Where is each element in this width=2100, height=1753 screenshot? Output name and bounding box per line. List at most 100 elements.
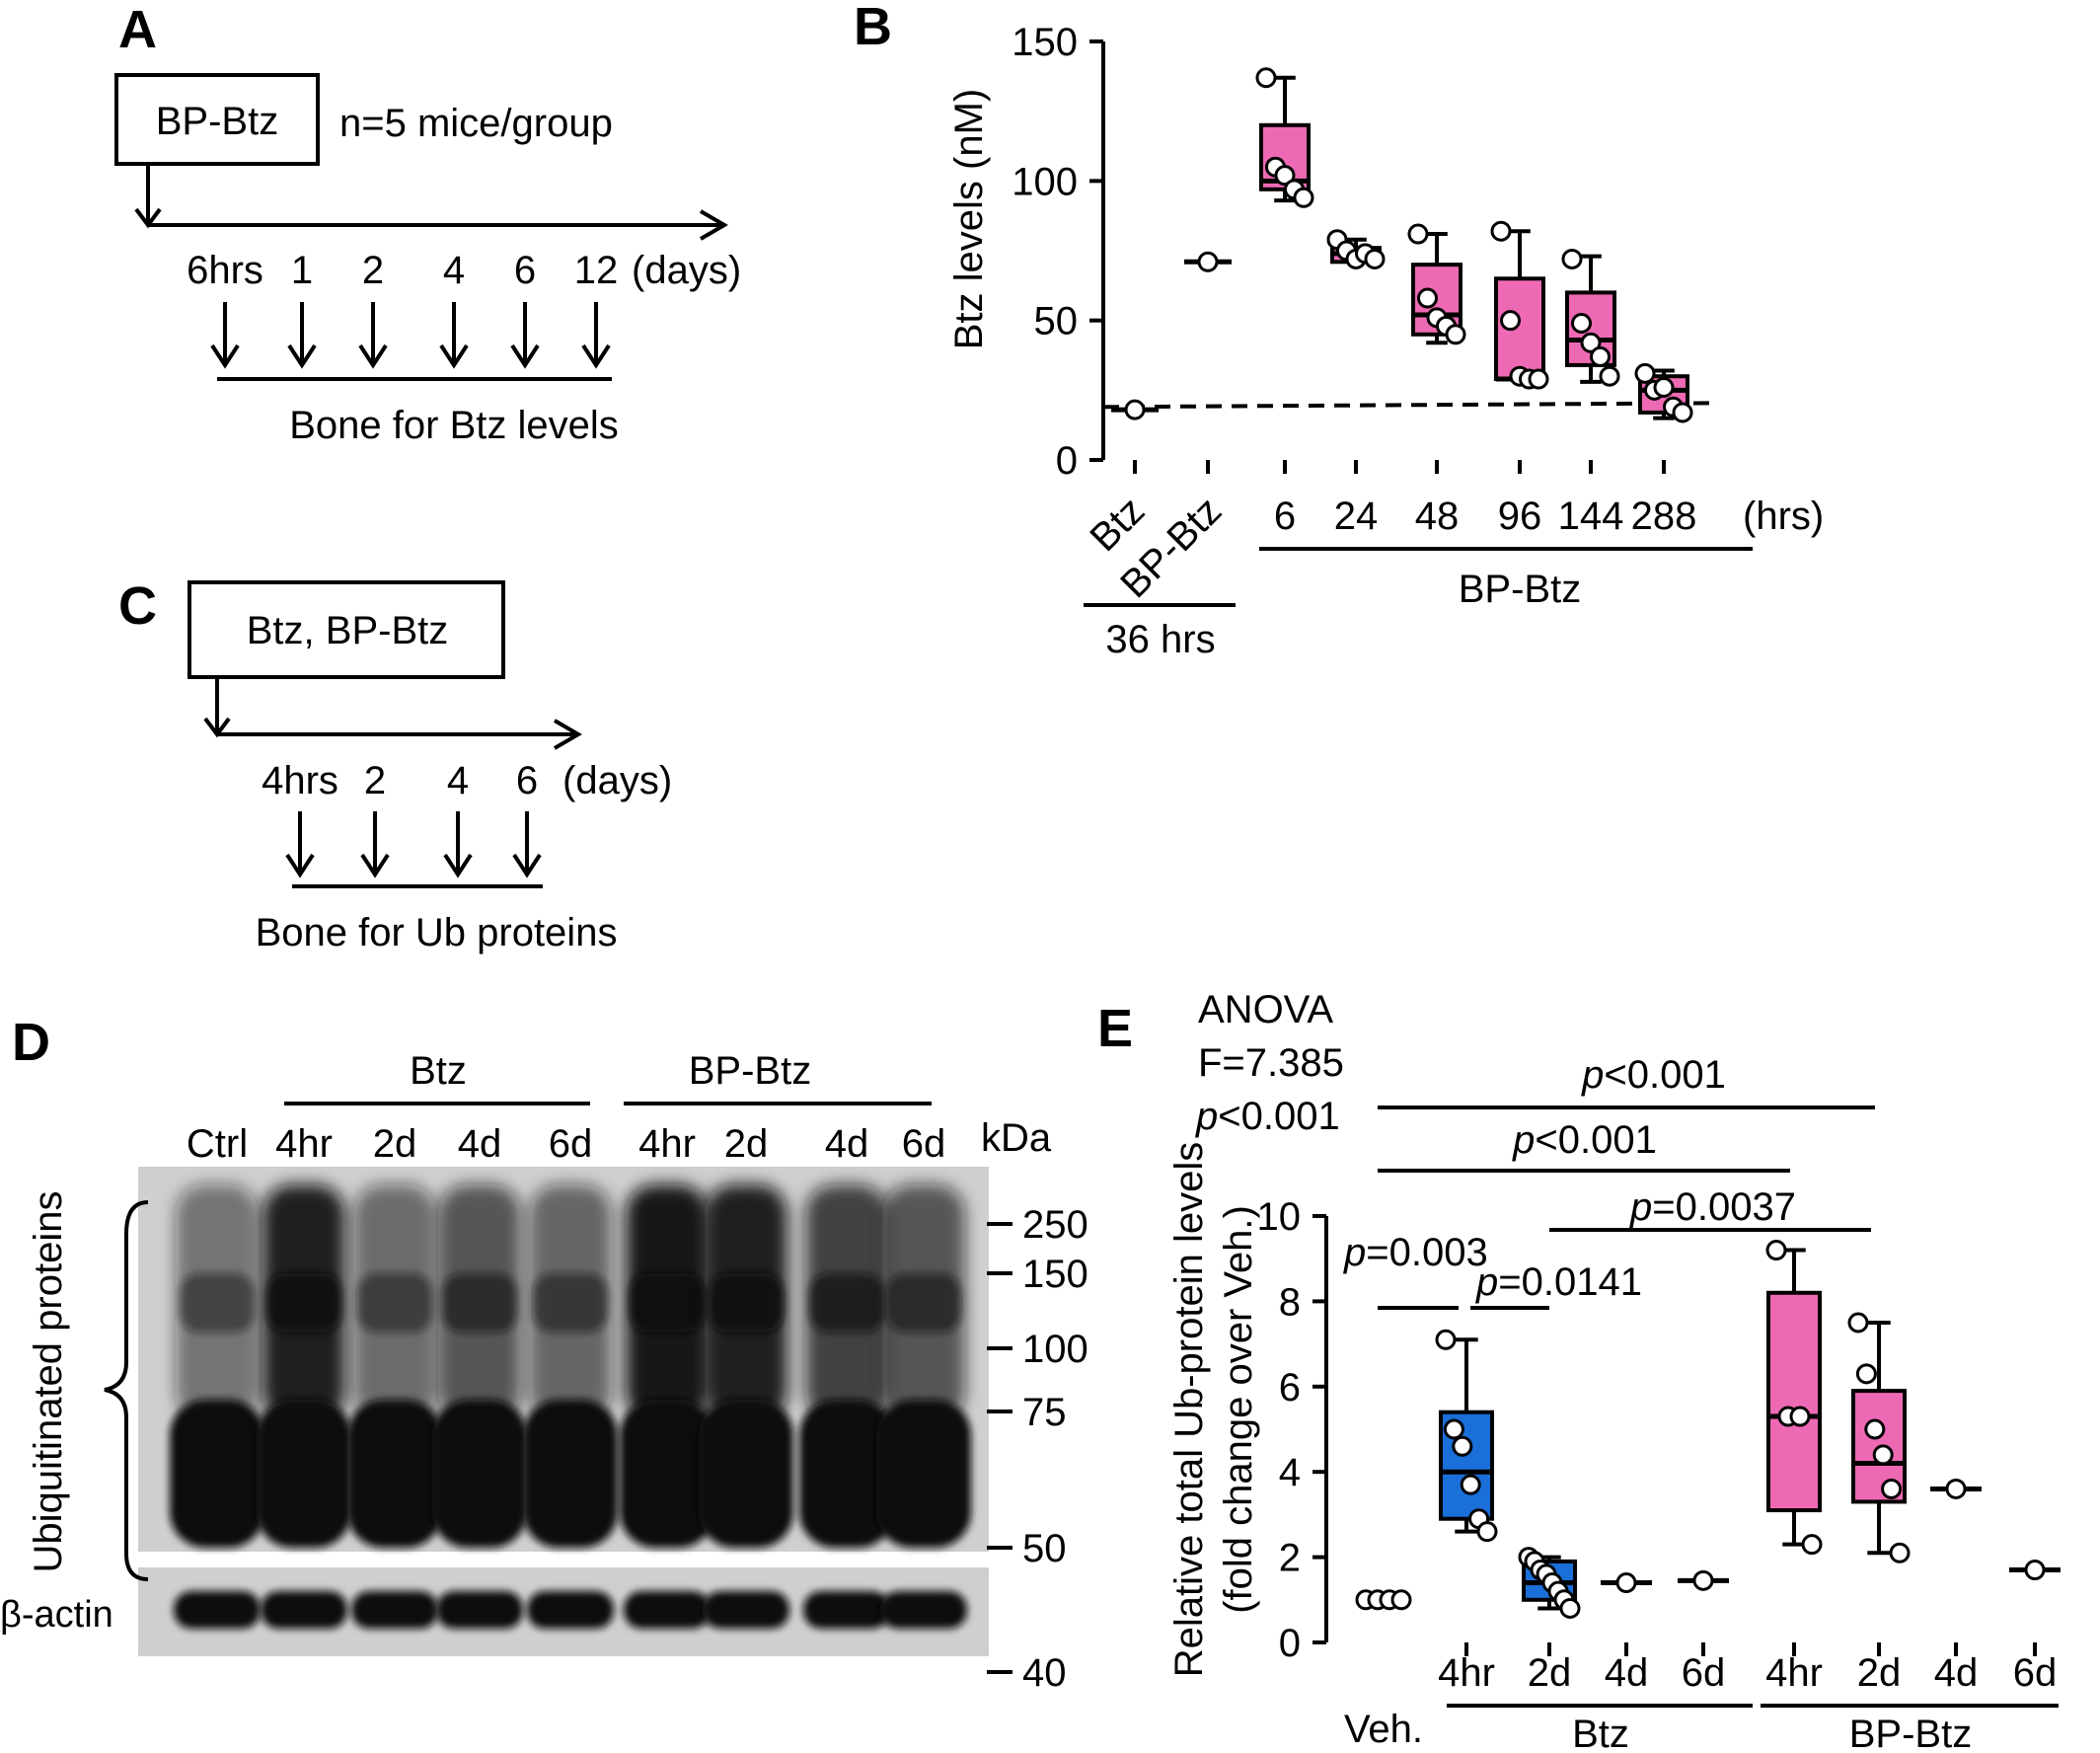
sig-p-value: =0.0037 [1652, 1185, 1796, 1229]
panel-c-footer: Bone for Ub proteins [256, 911, 618, 954]
panel-b-xlabel: 96 [1498, 495, 1542, 538]
ub-band-50 [523, 1400, 618, 1548]
anova-f: F=7.385 [1198, 1041, 1344, 1085]
panel-c: Btz, BP-Btz 4hrs 2 4 6 (days) Bone for Ub p… [188, 580, 672, 954]
panel-e-point [2024, 1560, 2046, 1581]
panel-e-point [1452, 1435, 1473, 1457]
panel-b-point [1580, 332, 1602, 353]
panel-e-point [1872, 1444, 1894, 1466]
ub-band-100 [357, 1273, 432, 1333]
sig-p-symbol: p [1475, 1260, 1498, 1304]
panel-b-ytick-label: 0 [1056, 439, 1078, 483]
sig-label-4hr-2d: p=0.0141 [1475, 1260, 1642, 1304]
panel-a-group-note: n=5 mice/group [339, 102, 613, 145]
sig-label-veh-6d: p<0.001 [1512, 1118, 1657, 1162]
panel-b-point [1590, 345, 1611, 367]
ub-band-50 [699, 1400, 793, 1548]
kda-value: 150 [1022, 1253, 1088, 1296]
blot-lane-label: 4hr [638, 1122, 696, 1166]
panel-b-point [1490, 220, 1512, 242]
panel-e-xlabel: 4d [1605, 1651, 1649, 1695]
panel-d-group-bpbtz: BP-Btz [689, 1049, 811, 1093]
panel-e-xlabel: 4d [1934, 1651, 1979, 1695]
panel-label-d: D [12, 1013, 50, 1072]
ub-band-50 [432, 1400, 527, 1548]
ub-band-50 [170, 1400, 264, 1548]
kda-value: 100 [1022, 1328, 1088, 1371]
panel-e-point [1460, 1474, 1481, 1495]
actin-bands [174, 1591, 967, 1629]
panel-c-box-label: Btz, BP-Btz [247, 609, 449, 652]
panel-a-box [114, 73, 320, 166]
panel-e-point [1435, 1329, 1457, 1350]
panel-c-unit: (days) [562, 759, 672, 802]
panel-e-chart: ANOVA F=7.385 p<0.001 Relative total Ub-… [1167, 988, 2061, 1753]
panel-d: Btz BP-Btz Ctrl 4hr 2d 4d 6d 4hr 2d 4d 6d kDa 25… [0, 1049, 1088, 1695]
panel-e-point [1847, 1312, 1869, 1334]
panel-a-timepoint: 12 [574, 249, 619, 292]
panel-b-point [1197, 251, 1219, 272]
panel-e-group-bpbtz: BP-Btz [1849, 1713, 1972, 1753]
panel-a-arrowhead [210, 343, 240, 369]
panel-e-point [1881, 1478, 1903, 1499]
sig-p-value: =0.003 [1366, 1231, 1487, 1274]
panel-e-xlabels: 4hr 2d 4d 6d 4hr 2d 4d 6d [1438, 1651, 2057, 1695]
ub-band-100 [442, 1273, 517, 1333]
panel-b-ytick-label: 50 [1034, 300, 1079, 343]
anova-p: p<0.001 [1195, 1095, 1340, 1138]
ub-band-100 [630, 1273, 705, 1333]
ub-label: Ubiquitinated proteins [27, 1191, 70, 1573]
ub-blot-lanes [170, 1184, 971, 1548]
panel-e-point [1692, 1569, 1714, 1591]
panel-e-ytick-label: 2 [1279, 1537, 1301, 1580]
panel-e-boxes [1355, 1240, 2061, 1619]
panel-e-box [1766, 1290, 1822, 1513]
panel-a-timepoint: 6 [514, 249, 536, 292]
ub-band-100 [180, 1273, 255, 1333]
ub-band-50 [257, 1400, 351, 1548]
panel-e-ylabel-2: (fold change over Veh.) [1217, 1205, 1260, 1614]
panel-e-point [1789, 1406, 1811, 1427]
sig-label-veh-4hr: p=0.003 [1343, 1231, 1488, 1274]
blot-lane-label: 4d [458, 1122, 502, 1166]
panel-d-group-btz: Btz [410, 1049, 467, 1093]
ub-band-50 [799, 1400, 894, 1548]
panel-e-ytick-label: 0 [1279, 1622, 1301, 1665]
panel-label-c: C [118, 576, 157, 636]
sig-p-symbol: p [1581, 1053, 1604, 1097]
blot-lane-label: 6d [902, 1122, 946, 1166]
panel-a-arrowhead [287, 343, 317, 369]
panel-label-a: A [118, 0, 157, 59]
panel-e-point [1801, 1534, 1823, 1556]
ub-bracket [104, 1200, 149, 1581]
ub-band-100 [709, 1273, 784, 1333]
actin-band [880, 1591, 967, 1629]
panel-c-arrowhead [443, 853, 473, 878]
actin-band [803, 1591, 890, 1629]
panel-e-ytick-label: 6 [1279, 1366, 1301, 1410]
panel-b-point [1274, 165, 1296, 187]
actin-label: β-actin [0, 1594, 113, 1636]
panel-e-ytick-label: 4 [1279, 1451, 1301, 1494]
ub-band-100 [886, 1273, 961, 1333]
panel-c-timepoint: 4hrs [262, 759, 338, 802]
panel-d-lane-labels: Ctrl 4hr 2d 4d 6d 4hr 2d 4d 6d [187, 1122, 945, 1166]
panel-e-point [1390, 1589, 1412, 1611]
sig-p-symbol: p [1512, 1118, 1535, 1162]
panel-e-xlabel: 2d [1857, 1651, 1902, 1695]
panel-a-timepoint: 6hrs [187, 249, 263, 292]
panel-b-group-36: 36 hrs [1105, 618, 1215, 661]
actin-band [436, 1591, 523, 1629]
sig-p-value: =0.0141 [1498, 1260, 1642, 1304]
panel-c-arrowhead [285, 853, 315, 878]
panel-b-xlabel: 144 [1558, 495, 1624, 538]
panel-a-arrowhead [439, 343, 469, 369]
panel-b-point [1672, 402, 1693, 423]
ub-band-50 [620, 1400, 714, 1548]
panel-a-timepoint: 1 [291, 249, 313, 292]
panel-b-point [1653, 377, 1675, 399]
panel-b-point [1500, 310, 1521, 332]
blot-lane-label: 4hr [275, 1122, 333, 1166]
